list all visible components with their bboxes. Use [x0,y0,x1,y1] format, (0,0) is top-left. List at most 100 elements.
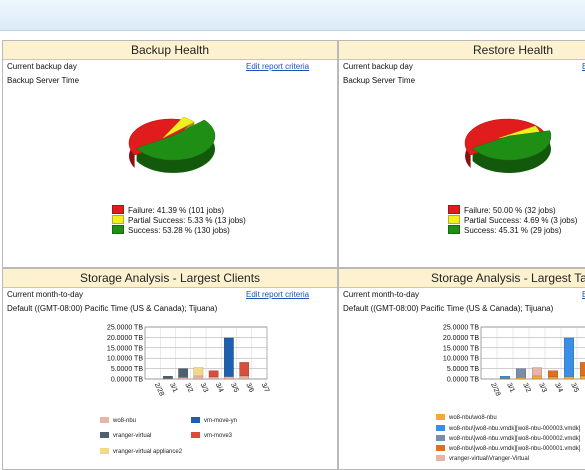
pie-slice-partial-success [162,116,195,139]
legend-item: wo8-nbu\wo8-nbu [436,414,497,422]
legend-label: vm-move3 [204,433,233,439]
legend-item: vm-move-yn [191,417,237,425]
period-label: Current month-to-day [7,290,84,299]
legend-swatch [448,205,460,214]
x-tick-label: 3/5 [569,382,580,394]
y-tick-label: 5.0000 TB [447,366,480,373]
bar-segment [224,337,234,377]
x-tick-label: 2/28 [489,382,501,397]
y-tick-label: 10.0000 TB [443,356,479,363]
legend-swatch [191,432,200,438]
panel-title: Storage Analysis - Largest Clients [3,269,337,288]
panel-title-text: Restore Health [473,43,554,57]
period-label: Current backup day [7,62,77,71]
legend-label: wo8-nbu\[wo8-nbu.vmdk][wo8-nbu-000003.vm… [449,426,581,432]
period-label: Current month-to-day [343,290,420,299]
bar-segment [178,377,188,380]
panel-title: Storage Analysis - Largest Targets [339,269,585,288]
legend-swatch [112,225,124,234]
x-tick-label: 3/6 [244,382,255,394]
bar-segment [579,362,585,377]
bar-segment [547,376,558,380]
legend-swatch [436,445,445,451]
legend-item-success: Success: 53.28 % (130 jobs) [112,225,230,235]
bar-segment [499,376,510,379]
x-tick-label: 3/2 [183,382,194,394]
x-tick-label: 3/4 [553,382,564,394]
bar-segment [208,370,219,378]
bar-segment [579,375,585,380]
timezone-label: Default ((GMT-08:00) Pacific Time (US & … [343,304,554,313]
legend-label: vm-move-yn [204,418,238,424]
restore-health-panel: Restore Health Current backup day E Back… [338,40,585,268]
backup-health-panel: Backup Health Current backup day Edit re… [2,40,338,268]
edit-report-criteria-link[interactable]: E [582,62,585,71]
clients-bar-chart: 25.0000 TB 20.0000 TB 15.0000 TB 10.0000 TB… [107,325,271,398]
bar-segment [515,368,526,378]
edit-report-criteria-link[interactable]: E [582,290,585,299]
legend-swatch [448,215,460,224]
x-tick-label: 3/7 [260,382,271,394]
y-tick-label: 0.0000 TB [447,377,480,384]
legend-label: Failure: 41.39 % (101 jobs) [128,206,225,215]
x-tick-label: 3/4 [214,382,225,394]
y-tick-label: 10.0000 TB [107,356,143,363]
bar-segment [239,362,250,377]
y-tick-label: 5.0000 TB [111,366,144,373]
pie-slice-success [136,119,216,161]
bar-segment [239,375,250,380]
y-tick-label: 25.0000 TB [107,325,143,332]
legend-item-success: Success: 45.31 % (29 jobs) [448,225,561,235]
y-tick-label: 25.0000 TB [443,325,479,332]
bar-segment [224,376,234,380]
edit-report-criteria-link[interactable]: Edit report criteria [246,62,310,71]
legend-label: vranger-virtual appliance2 [113,449,183,455]
pie-slice-success [472,130,552,161]
targets-bar-chart: 25.0000 TB 20.0000 TB 15.0000 TB 10.0000 TB… [443,325,585,397]
legend-label: wo8-nbu\[wo8-nbu.vmdk][wo8-nbu-000001.vm… [449,446,581,452]
pie-slice-side-success [472,130,551,173]
x-tick-label: 3/5 [229,382,240,394]
timezone-label: Backup Server Time [343,76,416,85]
top-banner [0,0,585,31]
pie-slice-side-success [136,120,215,173]
legend-item: wo8-nbu\[wo8-nbu.vmdk][wo8-nbu-000003.vm… [436,425,580,433]
legend-item: vm-move3 [191,432,232,440]
legend-swatch [112,215,124,224]
legend-label: vranger-virtual [113,433,152,439]
bar-segment [563,376,574,380]
x-tick-label: 3/2 [521,382,532,394]
legend-label: Partial Success: 4.69 % (3 jobs) [464,216,578,225]
legend-swatch [436,455,445,461]
timezone-label: Backup Server Time [7,76,80,85]
panel-title: Backup Health [3,41,337,60]
legend-label: wo8-nbu\wo8-nbu [449,415,497,421]
legend-swatch [436,425,445,431]
timezone-label: Default ((GMT-08:00) Pacific Time (US & … [7,304,218,313]
bar-segment [163,376,173,379]
legend-swatch [100,417,109,423]
legend-label: vranger-virtual\Vranger-Virtual [449,456,530,462]
period-label: Current backup day [343,62,413,71]
edit-report-criteria-link[interactable]: Edit report criteria [246,290,310,299]
legend-swatch [436,414,445,420]
pie-slice-side [136,120,215,173]
legend-swatch [448,225,460,234]
x-tick-label: 3/3 [199,382,210,394]
bar-segment [531,367,542,377]
largest-targets-panel: Storage Analysis - Largest Targets Curre… [338,268,585,470]
legend-item-partial: Partial Success: 5.33 % (13 jobs) [112,215,246,225]
legend-item-partial: Partial Success: 4.69 % (3 jobs) [448,215,577,225]
bar-segment [193,367,204,377]
x-tick-label: 3/1 [168,382,179,394]
legend-item: vranger-virtual [100,432,151,440]
legend-label: Success: 45.31 % (29 jobs) [464,226,562,235]
x-tick-label: 3/1 [505,382,516,394]
panel-title: Restore Health [339,41,585,60]
legend-item-failure: Failure: 50.00 % (32 jobs) [448,205,556,215]
legend-label: Partial Success: 5.33 % (13 jobs) [128,216,246,225]
bar-segment [178,368,188,378]
bar-segment [547,370,558,378]
backup-pie-chart [128,116,216,173]
y-tick-label: 15.0000 TB [107,345,143,352]
